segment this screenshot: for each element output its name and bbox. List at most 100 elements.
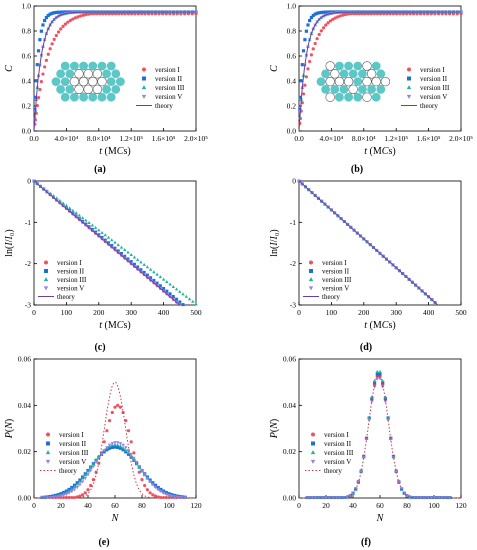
data-point	[443, 496, 447, 500]
legend-marker	[45, 450, 51, 455]
filled-site	[56, 69, 65, 79]
filled-site	[111, 85, 121, 94]
data-point	[321, 10, 326, 14]
data-point	[76, 15, 80, 19]
filled-site	[358, 85, 367, 94]
data-point	[308, 18, 312, 23]
x-tick-label: 1.2×10⁵	[384, 134, 408, 143]
open-site	[334, 76, 345, 87]
open-site	[380, 76, 391, 87]
y-axis-label: P(N)	[269, 419, 280, 439]
data-point	[59, 494, 63, 498]
data-point	[94, 458, 98, 462]
data-point	[136, 265, 140, 269]
data-point	[38, 38, 42, 42]
data-point	[71, 208, 75, 212]
data-point	[107, 443, 112, 447]
data-point	[336, 15, 340, 19]
data-point	[119, 252, 123, 256]
open-site	[325, 76, 335, 87]
theory-line	[34, 381, 196, 499]
data-point	[151, 483, 155, 487]
data-point	[39, 29, 43, 33]
data-point	[137, 465, 142, 469]
filled-site	[335, 61, 344, 71]
data-point	[129, 454, 133, 458]
data-point	[93, 225, 98, 229]
data-point	[87, 221, 91, 225]
x-tick-label: 300	[126, 308, 138, 317]
data-point	[149, 276, 153, 280]
y-tick-label: -2	[290, 259, 296, 268]
filled-site	[88, 61, 98, 71]
filled-site	[330, 85, 340, 94]
data-point	[326, 21, 330, 25]
x-tick-label: 2.0×10⁵	[184, 134, 208, 143]
x-tick-label: 100	[61, 308, 73, 317]
open-site	[74, 69, 84, 79]
legend-label: version III	[155, 84, 185, 92]
data-point	[35, 104, 39, 108]
legend-label: version II	[57, 268, 85, 276]
data-point	[107, 241, 111, 245]
data-point	[105, 448, 109, 452]
data-point	[70, 487, 74, 491]
data-point	[168, 292, 172, 296]
data-point	[126, 429, 131, 433]
data-point	[56, 495, 61, 499]
data-point	[378, 377, 382, 381]
data-point	[38, 87, 42, 92]
x-tick-label: 4.0×10⁴	[55, 134, 79, 143]
legend-marker	[406, 94, 412, 99]
y-tick-label: 0.06	[18, 355, 31, 364]
data-point	[152, 270, 156, 274]
data-point	[36, 96, 41, 100]
open-site	[362, 92, 372, 102]
legend-label: theory	[155, 102, 173, 110]
legend-marker	[309, 260, 313, 265]
data-point	[137, 470, 141, 474]
filled-site	[51, 77, 61, 86]
filled-site	[353, 61, 363, 71]
x-tick-label: 8.0×10⁴	[352, 134, 376, 143]
open-site	[362, 61, 372, 71]
data-point	[105, 446, 109, 450]
data-point	[171, 284, 175, 288]
data-point	[78, 483, 82, 487]
data-point	[310, 496, 315, 500]
panel-label: (c)	[94, 342, 105, 353]
data-point	[338, 14, 342, 18]
data-point	[303, 38, 307, 42]
x-tick-label: 1.2×10⁵	[119, 134, 143, 143]
data-point	[145, 265, 150, 269]
legend-marker	[407, 76, 411, 81]
data-point	[440, 496, 444, 500]
data-point	[50, 11, 54, 15]
y-tick-label: -3	[290, 301, 296, 310]
data-point	[103, 233, 107, 237]
filled-site	[371, 92, 381, 102]
data-point	[313, 12, 317, 16]
data-point	[59, 10, 63, 14]
data-point	[321, 26, 326, 30]
data-point	[328, 19, 332, 23]
data-point	[36, 49, 41, 53]
data-point	[64, 490, 69, 494]
data-point	[110, 238, 114, 242]
data-point	[67, 488, 71, 493]
legend-marker	[311, 432, 315, 437]
legend-marker	[407, 67, 411, 72]
data-point	[372, 378, 377, 383]
data-point	[153, 485, 158, 490]
x-tick-label: 1.6×10⁵	[152, 134, 176, 143]
data-point	[56, 10, 61, 14]
data-point	[298, 107, 302, 112]
data-point	[304, 75, 308, 79]
x-axis-label: t (MCs)	[364, 320, 395, 331]
data-point	[129, 452, 133, 457]
data-point	[161, 277, 166, 281]
data-point	[180, 496, 185, 500]
data-point	[139, 268, 143, 272]
data-point	[380, 378, 385, 383]
data-point	[61, 201, 65, 205]
